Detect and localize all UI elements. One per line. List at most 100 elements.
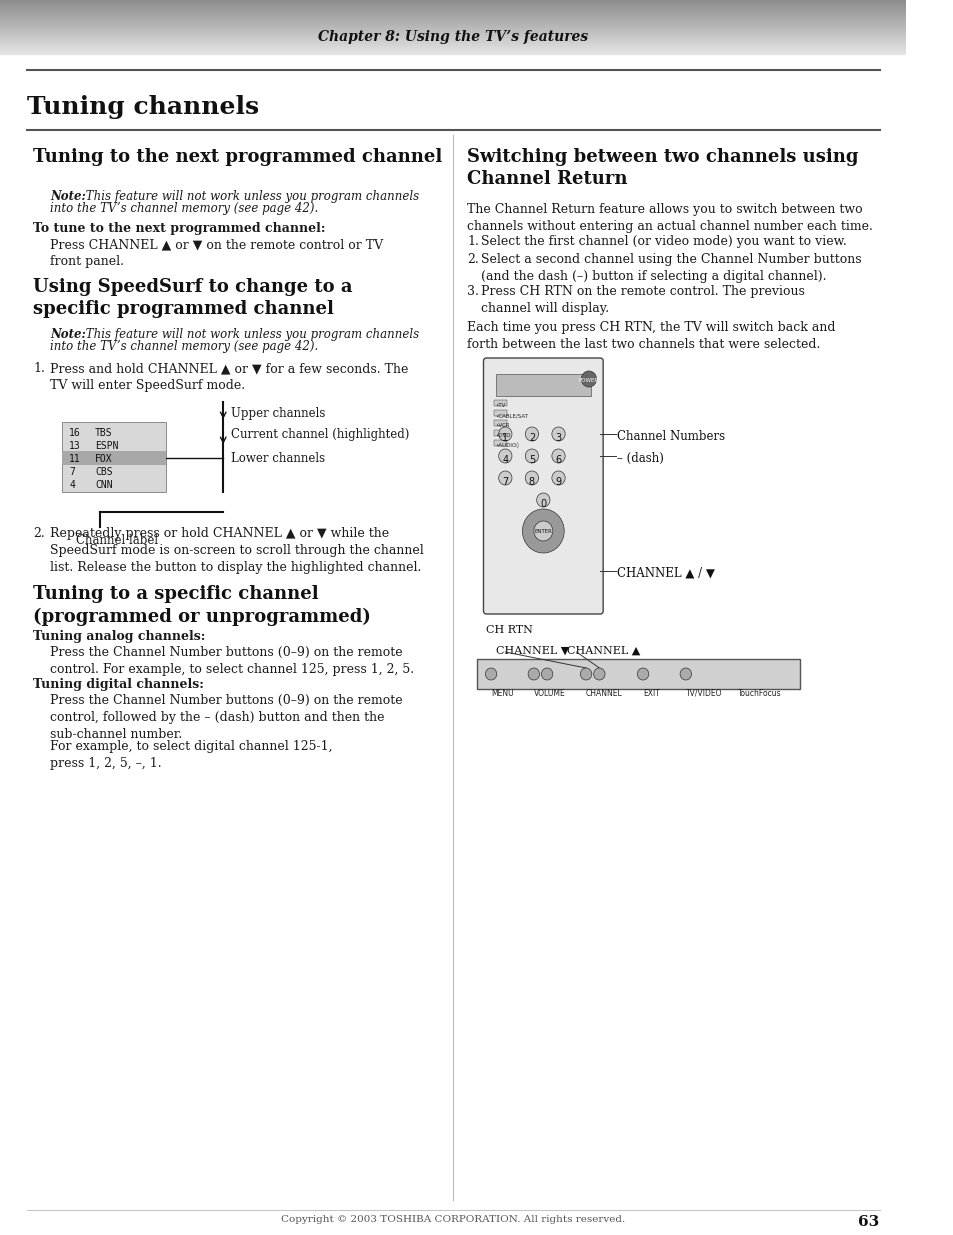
Text: Note:: Note:: [51, 190, 86, 203]
Text: 0: 0: [539, 499, 546, 509]
Text: POWER: POWER: [578, 378, 598, 383]
Text: Press the Channel Number buttons (0–9) on the remote
control, followed by the – : Press the Channel Number buttons (0–9) o…: [51, 694, 402, 741]
Circle shape: [525, 471, 538, 485]
Text: CH RTN: CH RTN: [486, 625, 533, 635]
Bar: [494, 440, 507, 446]
Text: 3: 3: [555, 433, 561, 443]
Circle shape: [534, 521, 552, 541]
Text: Tuning channels: Tuning channels: [27, 95, 258, 119]
Text: VOLUME: VOLUME: [534, 689, 565, 698]
Bar: [494, 400, 507, 406]
Circle shape: [498, 471, 512, 485]
Text: •AUDIO◊: •AUDIO◊: [495, 443, 518, 450]
FancyBboxPatch shape: [483, 358, 602, 614]
Text: Switching between two channels using
Channel Return: Switching between two channels using Cha…: [467, 148, 858, 188]
Text: 8: 8: [528, 477, 535, 487]
Bar: [486, 361, 599, 611]
Text: 16: 16: [70, 429, 81, 438]
Text: CNN: CNN: [95, 480, 112, 490]
Circle shape: [551, 471, 564, 485]
Bar: [476, 659, 799, 689]
Text: This feature will not work unless you program channels: This feature will not work unless you pr…: [82, 329, 418, 341]
Text: •VCR: •VCR: [495, 424, 509, 429]
Circle shape: [541, 668, 552, 680]
Circle shape: [498, 427, 512, 441]
Text: Note:: Note:: [51, 329, 86, 341]
Text: Tuning digital channels:: Tuning digital channels:: [33, 678, 204, 692]
Text: CHANNEL: CHANNEL: [585, 689, 622, 698]
Text: CHANNEL ▲: CHANNEL ▲: [566, 646, 639, 656]
Text: 11: 11: [70, 454, 81, 464]
Text: ENTER: ENTER: [534, 529, 552, 534]
Circle shape: [522, 509, 563, 553]
Circle shape: [525, 450, 538, 463]
Text: Upper channels: Upper channels: [231, 408, 325, 420]
Text: CBS: CBS: [95, 467, 112, 477]
Text: 7: 7: [501, 477, 508, 487]
Text: 2.: 2.: [33, 527, 45, 540]
Text: This feature will not work unless you program channels: This feature will not work unless you pr…: [82, 190, 418, 203]
Text: TBS: TBS: [95, 429, 112, 438]
Text: 4: 4: [501, 454, 508, 466]
Circle shape: [637, 668, 648, 680]
Text: Lower channels: Lower channels: [231, 452, 325, 466]
Bar: [496, 374, 590, 396]
Text: CHANNEL ▼: CHANNEL ▼: [496, 646, 569, 656]
Text: 7: 7: [70, 467, 75, 477]
Text: Press CHANNEL ▲ or ▼ on the remote control or TV
front panel.: Press CHANNEL ▲ or ▼ on the remote contr…: [51, 238, 383, 268]
Circle shape: [528, 668, 539, 680]
Circle shape: [551, 450, 564, 463]
Text: Using SpeedSurf to change to a
specific programmed channel: Using SpeedSurf to change to a specific …: [33, 278, 353, 319]
Bar: [494, 410, 507, 416]
Text: 1.: 1.: [33, 362, 45, 375]
Circle shape: [579, 668, 591, 680]
Text: Press CH RTN on the remote control. The previous
channel will display.: Press CH RTN on the remote control. The …: [480, 285, 803, 315]
Text: For example, to select digital channel 125-1,
press 1, 2, 5, –, 1.: For example, to select digital channel 1…: [51, 740, 333, 769]
Text: TouchFocus: TouchFocus: [738, 689, 781, 698]
Text: Press and hold CHANNEL ▲ or ▼ for a few seconds. The
TV will enter SpeedSurf mod: Press and hold CHANNEL ▲ or ▼ for a few …: [51, 362, 408, 391]
Text: into the TV’s channel memory (see page 42).: into the TV’s channel memory (see page 4…: [51, 203, 318, 215]
Text: FOX: FOX: [95, 454, 112, 464]
Text: To tune to the next programmed channel:: To tune to the next programmed channel:: [33, 222, 325, 235]
Text: Select the first channel (or video mode) you want to view.: Select the first channel (or video mode)…: [480, 235, 845, 248]
Text: Each time you press CH RTN, the TV will switch back and
forth between the last t: Each time you press CH RTN, the TV will …: [467, 321, 835, 351]
Circle shape: [537, 493, 549, 508]
Text: 9: 9: [555, 477, 561, 487]
Text: 1: 1: [501, 433, 508, 443]
Text: Chapter 8: Using the TV’s features: Chapter 8: Using the TV’s features: [317, 30, 588, 44]
Bar: [62, 422, 166, 492]
Text: •DVD: •DVD: [495, 433, 510, 438]
Text: 3.: 3.: [467, 285, 478, 298]
Text: Press the Channel Number buttons (0–9) on the remote
control. For example, to se: Press the Channel Number buttons (0–9) o…: [51, 646, 414, 676]
Text: 2: 2: [528, 433, 535, 443]
Text: Tuning analog channels:: Tuning analog channels:: [33, 630, 206, 643]
Text: •CABLE/SAT: •CABLE/SAT: [495, 412, 527, 417]
Text: 6: 6: [555, 454, 561, 466]
Circle shape: [679, 668, 691, 680]
Text: into the TV’s channel memory (see page 42).: into the TV’s channel memory (see page 4…: [51, 340, 318, 353]
Text: – (dash): – (dash): [617, 452, 663, 466]
Text: Channel label: Channel label: [76, 534, 158, 547]
Text: MENU: MENU: [491, 689, 513, 698]
Text: Repeatedly press or hold CHANNEL ▲ or ▼ while the
SpeedSurf mode is on-screen to: Repeatedly press or hold CHANNEL ▲ or ▼ …: [51, 527, 424, 574]
Text: TV front panel: TV front panel: [476, 663, 558, 673]
Bar: [494, 420, 507, 426]
Text: 13: 13: [70, 441, 81, 451]
Text: Copyright © 2003 TOSHIBA CORPORATION. All rights reserved.: Copyright © 2003 TOSHIBA CORPORATION. Al…: [281, 1215, 624, 1224]
Text: TV/VIDEO: TV/VIDEO: [685, 689, 721, 698]
Text: Tuning to the next programmed channel: Tuning to the next programmed channel: [33, 148, 442, 165]
Text: EXIT: EXIT: [642, 689, 659, 698]
Text: 63: 63: [858, 1215, 879, 1229]
Text: Select a second channel using the Channel Number buttons
(and the dash (–) butto: Select a second channel using the Channe…: [480, 253, 861, 283]
Circle shape: [498, 450, 512, 463]
Bar: [62, 451, 166, 466]
Text: 2.: 2.: [467, 253, 478, 266]
Circle shape: [525, 427, 538, 441]
Circle shape: [551, 427, 564, 441]
Text: Channel Numbers: Channel Numbers: [617, 430, 725, 443]
Text: 5: 5: [528, 454, 535, 466]
Text: 1.: 1.: [467, 235, 478, 248]
Circle shape: [593, 668, 604, 680]
Bar: [494, 430, 507, 436]
Text: 4: 4: [70, 480, 75, 490]
